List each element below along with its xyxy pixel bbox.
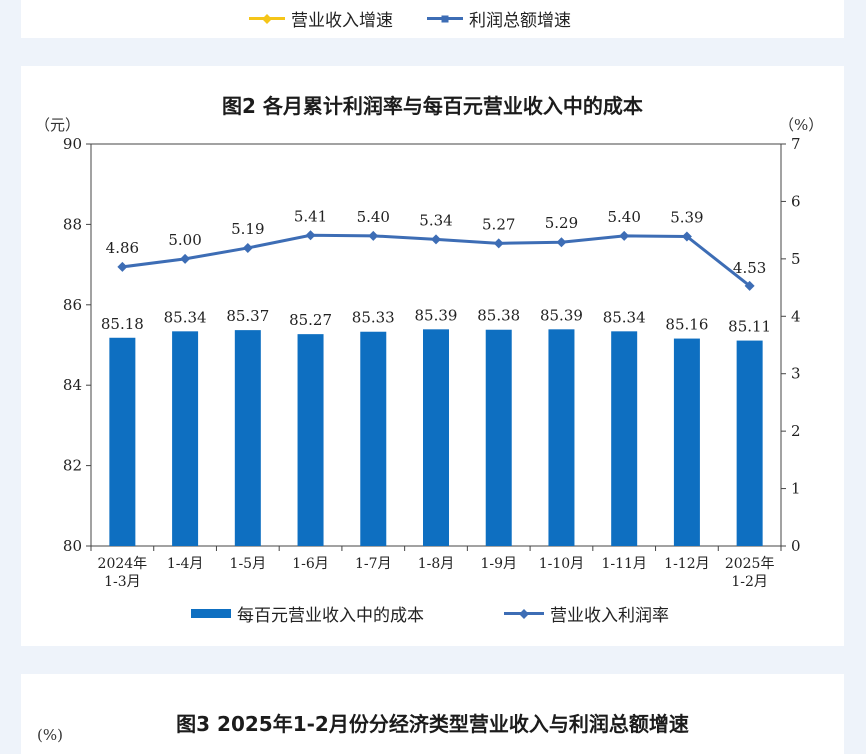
bar-cost-label: 85.37 (226, 307, 269, 325)
right-axis-tick-label: 2 (791, 422, 801, 440)
line-margin-label: 5.39 (670, 208, 703, 226)
bar-cost (548, 329, 575, 546)
legend-label-revenue-growth: 营业收入增速 (291, 11, 393, 31)
previous-figure-legend: 营业收入增速 利润总额增速 (249, 6, 571, 31)
x-axis-category-label: 1-11月 (601, 556, 646, 572)
left-axis-tick-label: 82 (63, 457, 82, 475)
bar-cost (360, 331, 387, 546)
line-margin-point (619, 230, 630, 241)
left-axis-unit: （元） (35, 116, 81, 134)
legend-item-margin: 营业收入利润率 (504, 601, 669, 626)
legend-swatch-margin (504, 608, 544, 619)
line-margin-label: 4.86 (106, 239, 139, 257)
bar-cost (423, 329, 449, 546)
line-margin-label: 4.53 (733, 259, 766, 277)
x-axis-category-label: 1-7月 (355, 556, 392, 572)
figure3-card: 图3 2025年1-2月份分经济类型营业收入与利润总额增速 (%) (21, 674, 844, 754)
left-axis-tick-label: 88 (63, 215, 82, 233)
bar-cost-label: 85.39 (540, 306, 583, 324)
figure3-title: 图3 2025年1-2月份分经济类型营业收入与利润总额增速 (176, 712, 689, 736)
x-axis-category-label: 2025年 (725, 556, 775, 572)
bar-cost-label: 85.34 (603, 308, 646, 326)
bar-cost (172, 331, 199, 546)
legend-swatch-revenue-growth (249, 13, 285, 24)
line-margin-point (117, 261, 128, 272)
line-margin-point (180, 253, 191, 264)
bar-cost-label: 85.38 (477, 307, 520, 325)
bar-cost (611, 331, 638, 546)
bar-cost-label: 85.18 (101, 315, 144, 333)
x-axis-category-label: 1-5月 (230, 556, 267, 572)
legend-label-margin: 营业收入利润率 (550, 606, 669, 626)
x-axis-category-label: 1-6月 (292, 556, 329, 572)
legend-item-revenue-growth: 营业收入增速 (249, 6, 393, 31)
figure2-chart: 80 82 84 86 88 90 0 1 2 3 4 5 6 7 85.18 85.34 85.37 85.27… (63, 135, 801, 590)
x-axis-category-label: 1-4月 (167, 556, 204, 572)
line-margin-point (242, 242, 253, 253)
x-axis-category-label: 1-3月 (104, 574, 141, 590)
right-axis-tick-label: 1 (791, 480, 801, 498)
bar-cost-label: 85.34 (164, 308, 207, 326)
legend-item-profit-growth: 利润总额增速 (427, 6, 571, 31)
line-margin-point (305, 230, 316, 241)
line-margin-label: 5.40 (357, 208, 390, 226)
previous-figure-card: 营业收入增速 利润总额增速 (21, 0, 844, 38)
line-margin-point (431, 234, 441, 245)
right-axis-tick-label: 0 (791, 537, 801, 555)
line-margin-label: 5.41 (294, 207, 327, 225)
legend-label-profit-growth: 利润总额增速 (469, 11, 571, 31)
bar-cost-label: 85.39 (415, 306, 458, 324)
line-margin-point (493, 238, 504, 249)
bar-cost-label: 85.33 (352, 309, 395, 327)
line-margin-label: 5.34 (419, 211, 452, 229)
left-axis-tick-label: 90 (63, 135, 82, 153)
line-margin-label: 5.27 (482, 215, 515, 233)
figure3-axis-unit: (%) (37, 726, 63, 744)
line-margin-label: 5.00 (168, 231, 201, 249)
x-axis-category-label: 1-2月 (731, 574, 768, 590)
legend-swatch-cost (191, 609, 231, 618)
left-axis-tick-label: 80 (63, 537, 82, 555)
line-margin-point (681, 231, 692, 242)
bar-cost-label: 85.11 (728, 318, 771, 336)
bar-cost-label: 85.27 (289, 311, 332, 329)
figure2-legend: 每百元营业收入中的成本 营业收入利润率 (191, 601, 669, 626)
bar-cost (109, 337, 136, 546)
line-margin-label: 5.40 (607, 208, 640, 226)
right-axis-tick-label: 5 (791, 250, 801, 268)
x-axis-category-label: 1-9月 (480, 556, 517, 572)
right-axis-tick-label: 7 (791, 135, 801, 153)
x-axis-category-label: 2024年 (98, 556, 148, 572)
legend-swatch-profit-growth (427, 15, 463, 22)
line-margin-point (368, 230, 379, 241)
left-axis-tick-label: 84 (63, 376, 82, 394)
bar-cost (234, 330, 261, 546)
bar-cost (673, 338, 700, 546)
bar-cost (485, 329, 512, 546)
bar-cost (297, 334, 324, 546)
bar-cost-label: 85.16 (665, 316, 708, 334)
line-margin-label: 5.19 (231, 220, 264, 238)
left-axis-tick-label: 86 (63, 296, 82, 314)
figure2-card: 图2 各月累计利润率与每百元营业收入中的成本 （元） （%） 80 82 84 86 8… (21, 66, 844, 646)
line-margin-point (556, 237, 567, 248)
line-margin-point (744, 280, 755, 291)
bar-cost (736, 340, 763, 546)
x-axis-category-label: 1-8月 (418, 556, 455, 572)
legend-item-cost: 每百元营业收入中的成本 (191, 601, 424, 626)
legend-label-cost: 每百元营业收入中的成本 (237, 606, 424, 626)
right-axis-tick-label: 4 (791, 307, 801, 325)
x-axis-category-label: 1-12月 (664, 556, 709, 572)
right-axis-tick-label: 3 (791, 365, 801, 383)
line-margin-label: 5.29 (545, 214, 578, 232)
right-axis-tick-label: 6 (791, 192, 801, 210)
x-axis-category-label: 1-10月 (539, 556, 584, 572)
right-axis-unit: （%） (779, 116, 824, 134)
figure2-title: 图2 各月累计利润率与每百元营业收入中的成本 (222, 94, 643, 118)
